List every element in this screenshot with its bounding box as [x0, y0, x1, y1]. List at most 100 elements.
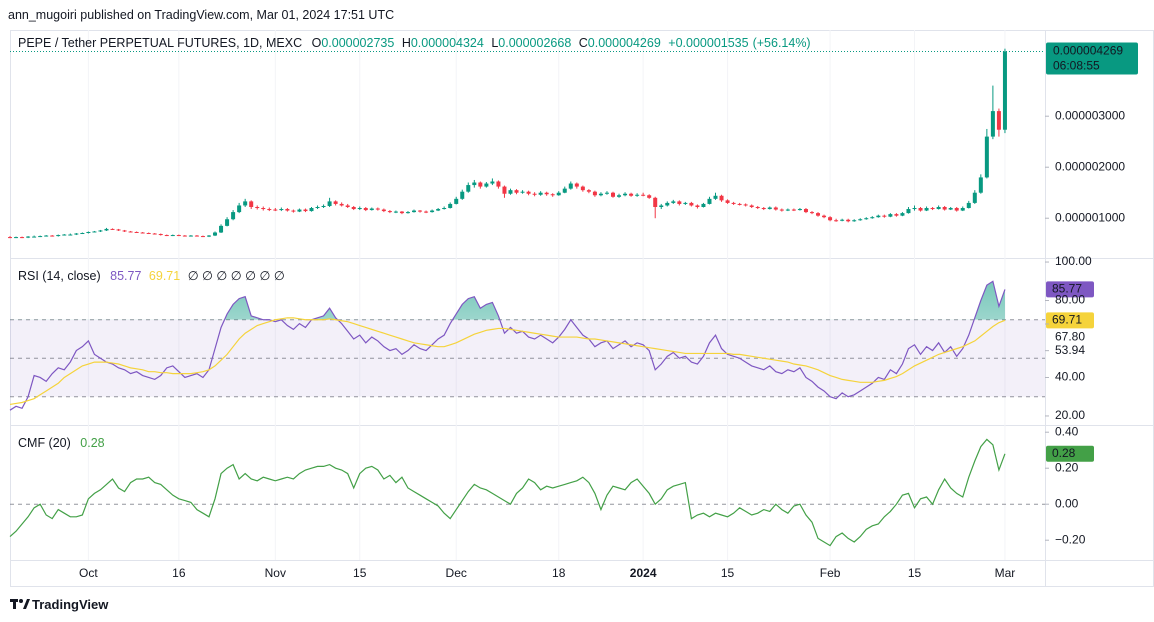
value-badge: 85.77 [1052, 282, 1082, 296]
candle-body [122, 230, 127, 232]
candle-body [502, 186, 507, 194]
candle-body [309, 208, 314, 212]
candle-body [345, 205, 350, 207]
candle-body [170, 235, 175, 237]
candle-body [990, 111, 995, 137]
candle-body [261, 208, 266, 210]
candle-body [870, 217, 875, 219]
candle-body [327, 201, 332, 206]
candle-body [381, 209, 386, 212]
candle-body [816, 213, 821, 216]
candle-body [767, 207, 772, 210]
x-tick-label: Mar [995, 566, 1016, 580]
candle-body [659, 205, 664, 207]
candle-body [671, 201, 676, 203]
candle-body [629, 193, 634, 196]
candle-body [538, 192, 543, 195]
legend-value: 85.77 [110, 269, 142, 283]
candle-body [20, 237, 25, 239]
candle-body [984, 136, 989, 178]
candle-body [279, 209, 284, 211]
candle-body [978, 177, 983, 193]
candle-body [520, 191, 525, 193]
candle-body [1002, 51, 1007, 130]
candle-body [526, 191, 531, 194]
candle-body [297, 209, 302, 212]
candle-body [665, 202, 670, 206]
candle-body [900, 213, 905, 216]
series-line [9, 280, 1006, 411]
indicator-inputs: ∅ ∅ ∅ ∅ ∅ ∅ ∅ [187, 269, 285, 283]
x-tick-label: 18 [552, 566, 566, 580]
candle-body [930, 208, 935, 210]
candle-body [936, 206, 941, 210]
candle-body [32, 236, 37, 238]
price-legend: PEPE / Tether PERPETUAL FUTURES, 1D, MEX… [18, 36, 815, 50]
candle-body [906, 209, 911, 214]
rsi-legend: RSI (14, close) 85.77 69.71 ∅ ∅ ∅ ∅ ∅ ∅ … [18, 268, 289, 283]
change-pct: (+56.14%) [752, 36, 811, 50]
candle-body [98, 230, 103, 232]
candle-body [598, 193, 603, 196]
candle-body [478, 182, 483, 187]
x-tick-label: 16 [172, 566, 186, 580]
candle-body [8, 237, 12, 239]
candles [8, 48, 1007, 239]
candle-body [894, 214, 899, 216]
candle-body [803, 209, 808, 213]
candle-body [68, 234, 73, 236]
candle-body [888, 214, 893, 217]
candle-body [966, 202, 971, 209]
x-tick-label: 2024 [630, 566, 657, 580]
candle-body [243, 201, 248, 206]
candle-body [496, 181, 501, 187]
x-tick-label: 15 [908, 566, 922, 580]
candle-body [912, 208, 917, 210]
candle-body [924, 208, 929, 211]
candle-body [828, 217, 833, 221]
candle-body [472, 182, 477, 186]
candle-body [882, 215, 887, 217]
candle-body [695, 205, 700, 207]
candle-body [562, 188, 567, 193]
price-badge-bg [1046, 42, 1138, 75]
candle-body [176, 235, 181, 237]
candle-body [146, 233, 151, 235]
candle-body [273, 209, 278, 211]
candle-body [418, 210, 423, 212]
candle-body [725, 200, 730, 203]
candle-body [363, 208, 368, 211]
candle-body [604, 192, 609, 194]
candle-body [213, 232, 218, 236]
candle-body [399, 211, 404, 214]
candle-body [267, 209, 272, 211]
candle-body [128, 231, 133, 233]
candle-body [972, 192, 977, 203]
value-badge: 69.71 [1052, 312, 1082, 326]
candle-body [387, 211, 392, 213]
y-tick-label: 20.00 [1055, 408, 1085, 422]
candle-body [56, 235, 61, 237]
candle-body [321, 205, 326, 207]
indicator-title: CMF (20) [18, 436, 71, 450]
candle-body [86, 231, 91, 234]
candle-body [864, 218, 869, 220]
x-tick-label: 15 [721, 566, 735, 580]
candle-body [858, 219, 863, 221]
candle-body [773, 207, 778, 210]
candle-body [508, 190, 513, 194]
candle-body [424, 211, 429, 213]
candle-body [152, 233, 157, 235]
ohlc-key: O [311, 36, 322, 50]
candle-body [550, 194, 555, 196]
candle-body [231, 212, 236, 220]
candle-body [556, 192, 561, 196]
y-tick-label: 0.000001000 [1055, 210, 1125, 224]
candle-body [339, 203, 344, 206]
candle-body [200, 236, 205, 238]
legend-value: 69.71 [148, 269, 181, 283]
candle-body [568, 183, 573, 189]
candle-body [369, 208, 374, 211]
candle-body [683, 202, 688, 204]
candle-body [26, 236, 31, 238]
